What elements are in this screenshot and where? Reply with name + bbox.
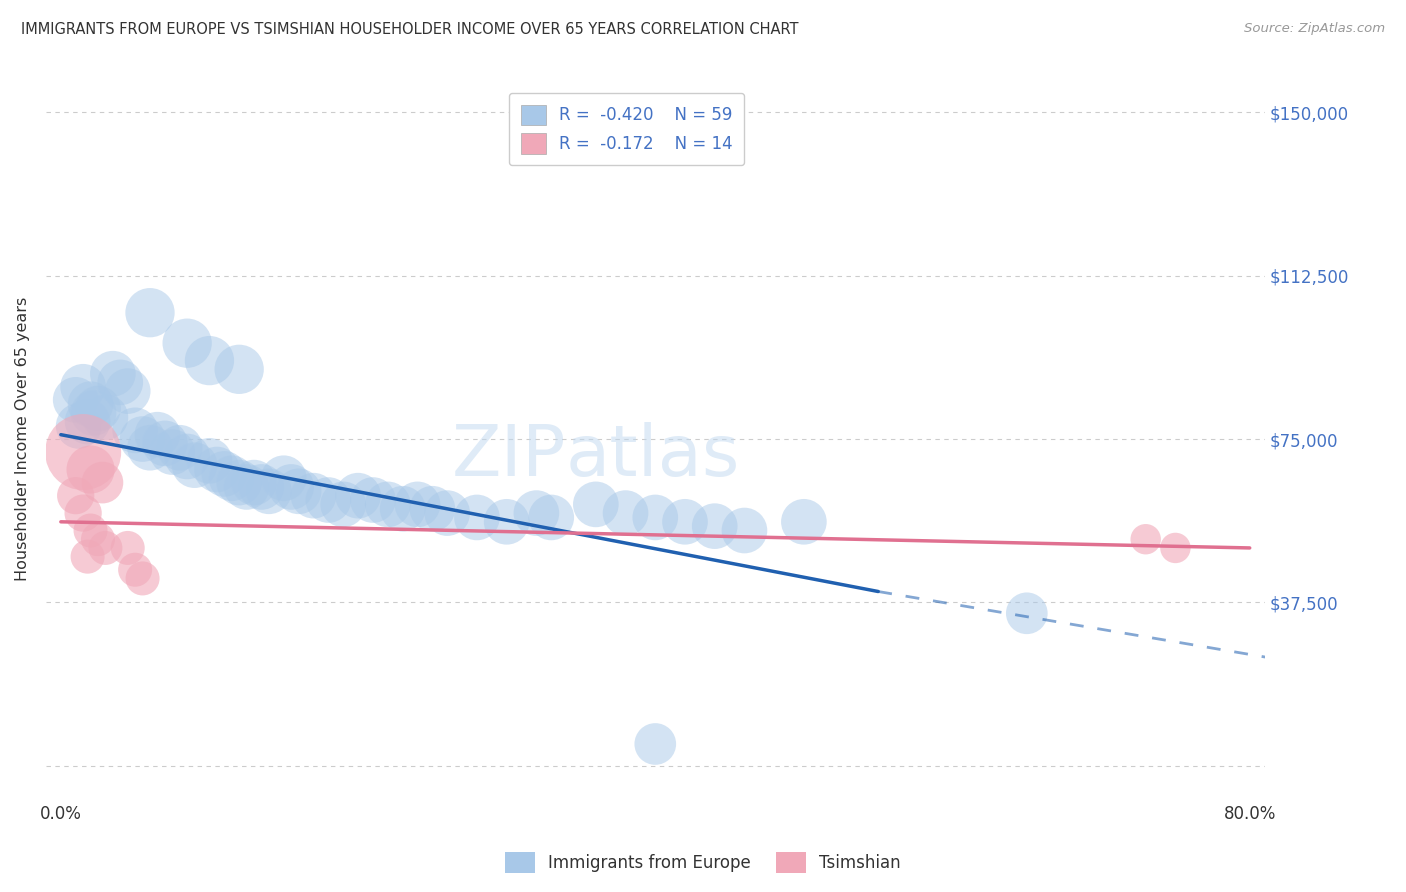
Point [83, 406, 105, 420]
Point [703, 519, 725, 533]
Text: IMMIGRANTS FROM EUROPE VS TSIMSHIAN HOUSEHOLDER INCOME OVER 65 YEARS CORRELATION: IMMIGRANTS FROM EUROPE VS TSIMSHIAN HOUS… [21, 22, 799, 37]
Point [280, 480, 302, 494]
Point [94, 410, 117, 425]
Point [287, 484, 309, 499]
Point [131, 432, 153, 446]
Point [139, 441, 162, 455]
Point [153, 436, 176, 450]
Point [162, 445, 184, 459]
Point [406, 497, 429, 511]
Point [198, 454, 221, 468]
Point [243, 475, 266, 490]
Point [1135, 533, 1157, 547]
Point [76, 549, 98, 564]
Legend: R =  -0.420    N = 59, R =  -0.172    N = 14: R = -0.420 N = 59, R = -0.172 N = 14 [509, 93, 744, 165]
Point [673, 515, 696, 529]
Point [79, 524, 101, 538]
Point [76, 415, 98, 429]
Point [391, 501, 413, 516]
Point [361, 493, 384, 508]
Point [110, 376, 132, 390]
Point [526, 506, 548, 520]
Point [257, 484, 280, 499]
Point [117, 541, 139, 555]
Point [273, 471, 295, 485]
Point [183, 458, 205, 472]
Point [228, 475, 250, 490]
Point [235, 480, 257, 494]
Point [117, 384, 139, 398]
Point [377, 497, 399, 511]
Point [169, 441, 191, 455]
Point [124, 423, 146, 437]
Point [644, 737, 666, 751]
Point [205, 462, 228, 476]
Point [221, 471, 243, 485]
Point [585, 497, 607, 511]
Point [614, 506, 637, 520]
Point [94, 541, 117, 555]
Point [91, 475, 114, 490]
Point [214, 467, 236, 481]
Point [72, 445, 94, 459]
Point [436, 506, 458, 520]
Point [72, 380, 94, 394]
Point [72, 506, 94, 520]
Point [495, 515, 517, 529]
Point [540, 510, 562, 524]
Point [79, 462, 101, 476]
Point [250, 480, 273, 494]
Point [318, 493, 340, 508]
Point [1015, 607, 1038, 621]
Y-axis label: Householder Income Over 65 years: Householder Income Over 65 years [15, 297, 30, 582]
Point [793, 515, 815, 529]
Point [198, 353, 221, 368]
Point [422, 501, 444, 516]
Text: Source: ZipAtlas.com: Source: ZipAtlas.com [1244, 22, 1385, 36]
Point [644, 510, 666, 524]
Point [124, 563, 146, 577]
Point [131, 571, 153, 585]
Point [228, 362, 250, 376]
Point [176, 450, 198, 464]
Point [302, 489, 325, 503]
Point [79, 397, 101, 411]
Point [139, 306, 162, 320]
Point [67, 419, 90, 434]
Point [332, 497, 354, 511]
Point [65, 392, 87, 407]
Text: ZIP: ZIP [451, 422, 567, 491]
Point [1164, 541, 1187, 555]
Point [347, 489, 370, 503]
Point [465, 510, 488, 524]
Point [65, 489, 87, 503]
Point [101, 367, 124, 381]
Point [87, 401, 110, 416]
Point [176, 336, 198, 351]
Text: atlas: atlas [567, 422, 741, 491]
Point [733, 524, 755, 538]
Point [87, 533, 110, 547]
Legend: Immigrants from Europe, Tsimshian: Immigrants from Europe, Tsimshian [498, 846, 908, 880]
Point [146, 427, 169, 442]
